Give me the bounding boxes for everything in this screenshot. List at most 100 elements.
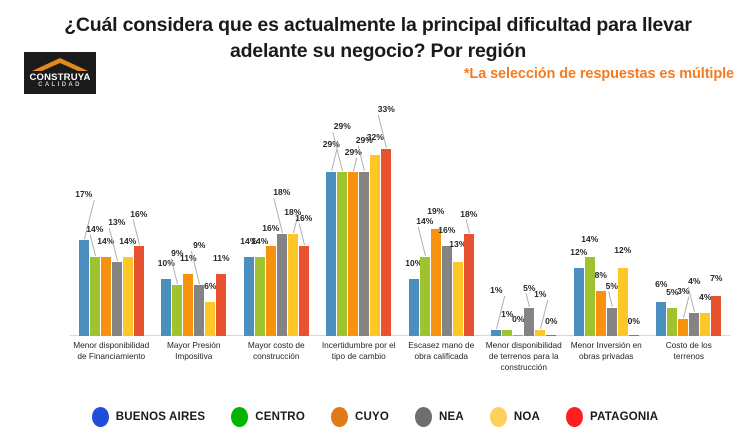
bar[interactable] bbox=[359, 171, 370, 336]
bar[interactable] bbox=[287, 234, 298, 336]
bar[interactable] bbox=[183, 273, 194, 336]
bar[interactable] bbox=[254, 256, 265, 336]
bar[interactable] bbox=[700, 313, 711, 336]
legend-item[interactable]: PATAGONIA bbox=[566, 407, 658, 427]
legend-color-dot bbox=[566, 407, 584, 427]
bar[interactable] bbox=[546, 334, 557, 336]
bar[interactable] bbox=[606, 307, 617, 336]
label-leader-line bbox=[170, 258, 179, 285]
bar[interactable] bbox=[656, 302, 667, 336]
bar[interactable] bbox=[452, 262, 463, 336]
bar[interactable] bbox=[326, 171, 337, 336]
bar[interactable] bbox=[463, 234, 474, 336]
bar[interactable] bbox=[535, 330, 546, 336]
bar[interactable] bbox=[133, 245, 144, 336]
category-label: Menor disponibilidad de Financiamiento bbox=[73, 340, 150, 362]
bar-value-label: 1% bbox=[534, 289, 547, 300]
bar-value-label: 18% bbox=[460, 209, 478, 220]
bar-wrapper: 14% bbox=[119, 96, 136, 336]
bar[interactable] bbox=[216, 273, 227, 336]
bar[interactable] bbox=[205, 302, 216, 336]
bar-wrapper: 29% bbox=[356, 96, 373, 336]
chart-header: ¿Cuál considera que es actualmente la pr… bbox=[0, 0, 750, 96]
bar-wrapper: 18% bbox=[460, 96, 477, 336]
bar[interactable] bbox=[441, 245, 452, 336]
bar[interactable] bbox=[711, 296, 722, 336]
bar-wrapper: 29% bbox=[332, 96, 351, 336]
bar-value-label: 0% bbox=[512, 313, 525, 324]
bar[interactable] bbox=[172, 285, 183, 336]
legend-item[interactable]: NEA bbox=[415, 407, 464, 427]
bar-group: 10% 14% 19% 16% 13% 18% bbox=[400, 96, 483, 336]
bar[interactable] bbox=[524, 307, 535, 336]
bar[interactable] bbox=[348, 171, 359, 336]
legend-item[interactable]: CENTRO bbox=[231, 407, 305, 427]
bar-value-label: 29% bbox=[322, 138, 340, 149]
bar[interactable] bbox=[595, 290, 606, 336]
bar-group: 17% 14% 14% 13% 14% 16% bbox=[70, 96, 153, 336]
bar[interactable] bbox=[298, 245, 309, 336]
bar[interactable] bbox=[617, 268, 628, 336]
bar-wrapper: 14% bbox=[581, 96, 598, 336]
bar[interactable] bbox=[370, 154, 381, 336]
bar[interactable] bbox=[584, 256, 595, 336]
legend-item[interactable]: CUYO bbox=[330, 407, 389, 427]
bar-wrapper: 7% bbox=[710, 96, 722, 336]
bar[interactable] bbox=[122, 256, 133, 336]
bar[interactable] bbox=[430, 228, 441, 336]
bar[interactable] bbox=[337, 171, 348, 336]
bar[interactable] bbox=[678, 319, 689, 336]
legend-item[interactable]: BUENOS AIRES bbox=[91, 407, 206, 427]
bar[interactable] bbox=[408, 279, 419, 336]
bar[interactable] bbox=[491, 330, 502, 336]
bar-wrapper: 14% bbox=[86, 96, 103, 336]
bar[interactable] bbox=[667, 307, 678, 336]
bar-wrapper: 16% bbox=[130, 96, 147, 336]
category-label: Incertidumbre por el tipo de cambio bbox=[321, 340, 396, 362]
chart-plot-area: 17% 14% 14% 13% 14% 16% 10% 9% 11% 9% 6% 11% 14% 14% 1… bbox=[0, 96, 750, 336]
bar[interactable] bbox=[689, 313, 700, 336]
bar-value-label: 13% bbox=[449, 239, 467, 250]
bar[interactable] bbox=[265, 245, 276, 336]
bar[interactable] bbox=[419, 256, 430, 336]
bar-group: 1% 1% 0% 5% 1% 0% bbox=[483, 96, 566, 336]
bar[interactable] bbox=[78, 239, 89, 336]
bar[interactable] bbox=[513, 334, 524, 336]
bar-value-label: 1% bbox=[501, 309, 514, 320]
bar-value-label: 12% bbox=[614, 245, 632, 256]
bar-wrapper: 1% bbox=[501, 96, 514, 336]
bar-value-label: 9% bbox=[171, 248, 184, 259]
bar-group: 6% 5% 3% 4% 4% 7% bbox=[648, 96, 731, 336]
legend-color-dot bbox=[91, 407, 109, 427]
logo-name: CONSTRUYA bbox=[29, 72, 91, 83]
bar-wrapper: 4% bbox=[699, 96, 712, 336]
bar[interactable] bbox=[628, 334, 639, 336]
legend-color-dot bbox=[330, 407, 348, 427]
bar-value-label: 14% bbox=[240, 235, 258, 246]
bar[interactable] bbox=[381, 149, 392, 336]
bar-value-label: 18% bbox=[273, 187, 291, 198]
bar-wrapper: 14% bbox=[251, 96, 268, 336]
bar-wrapper: 3% bbox=[677, 96, 690, 336]
bar[interactable] bbox=[100, 256, 111, 336]
bar[interactable] bbox=[111, 262, 122, 336]
bar[interactable] bbox=[89, 256, 100, 336]
bar-groups: 17% 14% 14% 13% 14% 16% 10% 9% 11% 9% 6% 11% 14% 14% 1… bbox=[70, 96, 730, 336]
bar-value-label: 8% bbox=[594, 269, 607, 280]
bar[interactable] bbox=[194, 285, 205, 336]
category-label: Mayor Presión Impositiva bbox=[167, 340, 221, 362]
bar-wrapper: 1% bbox=[534, 96, 549, 336]
bar-wrapper: 32% bbox=[367, 96, 384, 336]
bar[interactable] bbox=[243, 256, 254, 336]
label-leader-line bbox=[687, 287, 696, 313]
bar[interactable] bbox=[502, 330, 513, 336]
bar[interactable] bbox=[276, 234, 287, 336]
bar[interactable] bbox=[573, 268, 584, 336]
label-leader-line bbox=[607, 291, 613, 307]
legend-item[interactable]: NOA bbox=[489, 407, 540, 427]
bar-wrapper: 16% bbox=[262, 96, 279, 336]
legend-color-dot bbox=[415, 407, 432, 427]
bar-value-label: 4% bbox=[699, 292, 712, 303]
construya-logo: CONSTRUYA CALIDAD bbox=[24, 52, 96, 94]
bar[interactable] bbox=[161, 279, 172, 336]
